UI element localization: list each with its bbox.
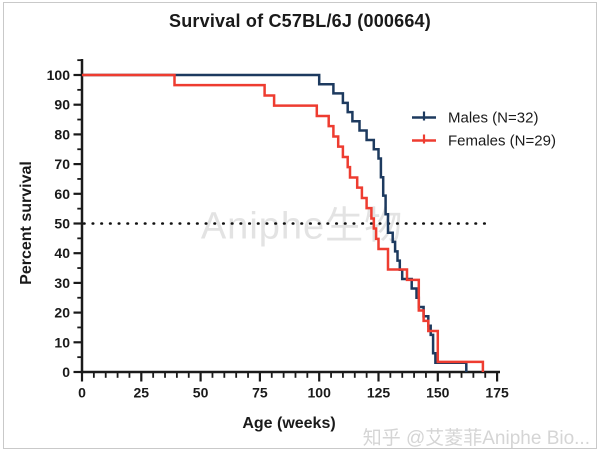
y-tick-label: 40 — [54, 245, 70, 261]
y-tick-label: 80 — [54, 126, 70, 142]
survival-curve-males — [82, 73, 468, 372]
center-watermark: Aniphe生物 — [200, 205, 404, 248]
x-tick-label: 75 — [252, 385, 268, 401]
x-tick-label: 175 — [485, 385, 509, 401]
y-tick-label: 100 — [47, 67, 71, 83]
y-tick-label: 70 — [54, 156, 70, 172]
corner-watermark: 知乎 @艾菱菲Aniphe Bio... — [362, 428, 590, 449]
x-tick-label: 100 — [308, 385, 332, 401]
x-tick-label: 50 — [193, 385, 209, 401]
survival-curve-females — [82, 73, 485, 372]
x-tick-label: 25 — [134, 385, 150, 401]
legend: Males (N=32) Females (N=29) — [412, 110, 556, 150]
y-tick-label: 30 — [54, 275, 70, 291]
y-tick-label: 0 — [62, 364, 70, 380]
x-axis-label: Age (weeks) — [242, 415, 336, 432]
legend-label-females: Females (N=29) — [448, 133, 556, 150]
x-tick-label: 125 — [367, 385, 391, 401]
y-tick-label: 20 — [54, 305, 70, 321]
legend-item-females: Females (N=29) — [412, 133, 556, 150]
axis-ticks — [73, 59, 499, 382]
axis-tick-labels: 0 25 50 75 100 125 150 175 0 10 20 30 40 50 60 70 80 90 10… — [47, 67, 509, 401]
legend-label-males: Males (N=32) — [448, 110, 538, 127]
y-tick-label: 60 — [54, 186, 70, 202]
axes — [80, 59, 500, 374]
y-tick-label: 90 — [54, 97, 70, 113]
y-tick-label: 50 — [54, 216, 70, 232]
legend-item-males: Males (N=32) — [412, 110, 538, 127]
x-tick-label: 150 — [426, 385, 450, 401]
y-tick-label: 10 — [54, 334, 70, 350]
survival-curves — [82, 73, 485, 372]
x-tick-label: 0 — [78, 385, 86, 401]
chart-title: Survival of C57BL/6J (000664) — [169, 11, 431, 31]
